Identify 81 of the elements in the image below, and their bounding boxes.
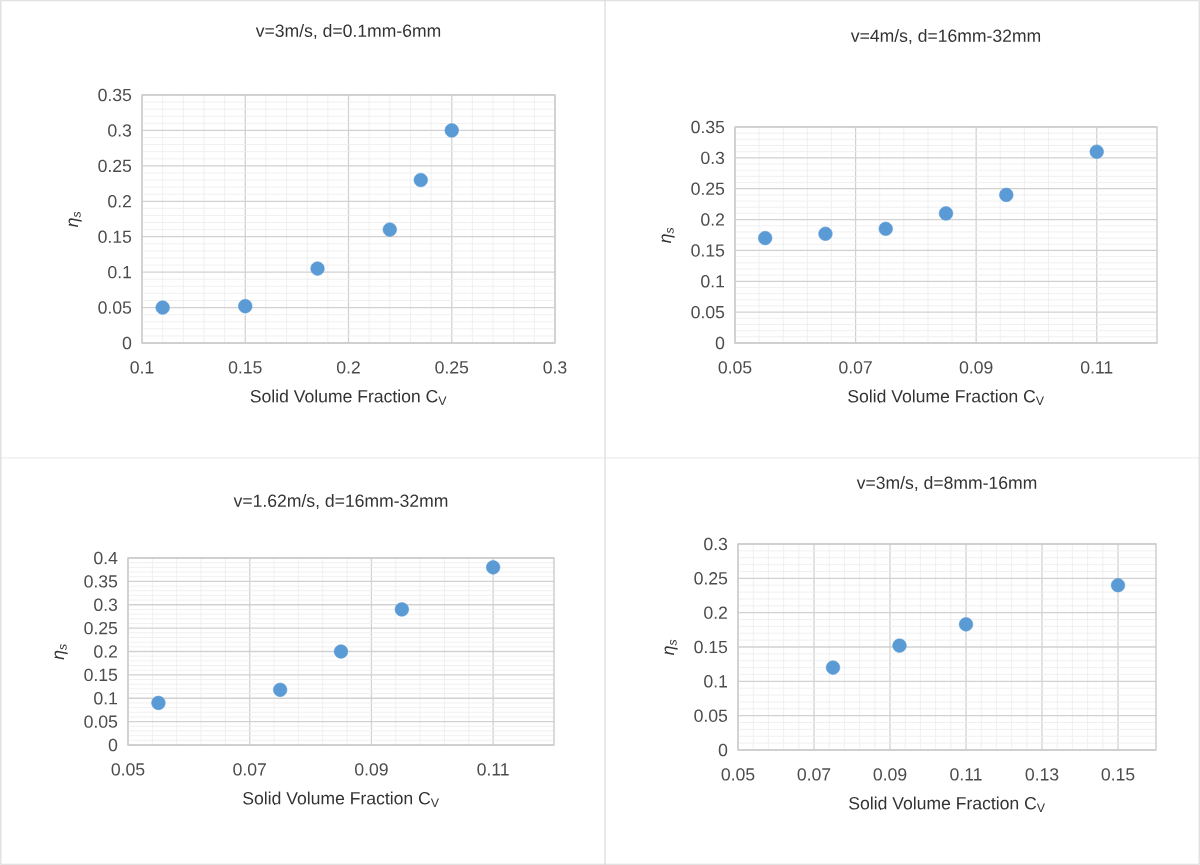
y-tick-label: 0.25 (98, 159, 132, 173)
chart-title: v=1.62m/s, d=16mm-32mm (233, 494, 448, 510)
y-tick-label: 0 (108, 738, 118, 752)
point (999, 187, 1014, 202)
x-tick-label: 0.07 (839, 361, 872, 374)
y-axis-title: η$_{s}$ (664, 639, 678, 656)
x-tick-label: 0.11 (950, 768, 982, 781)
y-tick-label: 0.1 (108, 265, 131, 279)
y-axis-title: η$_{s}$ (661, 227, 675, 244)
x-tick-label: 0.25 (435, 361, 469, 374)
y-tick-label: 0 (122, 336, 132, 350)
point (1110, 578, 1126, 593)
point (394, 602, 409, 617)
y-tick-label: 0.3 (704, 537, 728, 551)
point (151, 695, 166, 711)
point (1089, 144, 1104, 159)
y-tick-label: 0.35 (84, 575, 118, 588)
point (273, 682, 288, 697)
x-tick-label: 0.09 (355, 763, 388, 776)
y-tick-label: 0.05 (691, 305, 725, 319)
point (878, 221, 893, 236)
y-tick-label: 0.05 (694, 709, 728, 722)
y-tick-label: 0.3 (108, 124, 132, 137)
point (818, 226, 833, 241)
point (444, 123, 459, 138)
point (758, 231, 773, 246)
y-tick-label: 0.05 (98, 301, 132, 314)
y-tick-label: 0 (718, 743, 728, 757)
x-tick-label: 0.15 (228, 361, 262, 374)
y-axis-title: η$_{s}$ (54, 644, 68, 660)
point (310, 261, 325, 276)
point (382, 222, 397, 237)
y-tick-label: 0.25 (691, 182, 725, 195)
x-tick-label: 0.1 (130, 361, 154, 374)
point (825, 660, 841, 675)
y-tick-label: 0.15 (691, 244, 725, 257)
y-tick-label: 0.15 (98, 230, 132, 243)
point (238, 299, 253, 314)
x-tick-label: 0.09 (873, 768, 907, 781)
y-tick-label: 0.3 (701, 151, 725, 165)
y-tick-label: 0 (715, 336, 725, 350)
point (958, 617, 974, 632)
y-tick-label: 0.35 (691, 120, 725, 134)
y-tick-label: 0.2 (94, 645, 117, 658)
y-tick-label: 0.2 (701, 213, 724, 226)
y-tick-label: 0.1 (94, 692, 117, 705)
x-axis-title: Solid Volume Fraction C$_{V}$ (849, 796, 1045, 812)
y-tick-label: 0.35 (98, 88, 132, 102)
y-tick-label: 0.25 (694, 572, 728, 585)
point (413, 172, 428, 188)
y-tick-label: 0.15 (84, 668, 118, 682)
chart-title: v=4m/s, d=16mm-32mm (850, 29, 1041, 45)
point (486, 560, 501, 575)
point (155, 300, 170, 315)
x-tick-label: 0.11 (477, 763, 509, 776)
y-tick-label: 0.1 (704, 675, 728, 688)
x-tick-label: 0.15 (1101, 768, 1135, 781)
chart-title: v=3m/s, d=8mm-16mm (856, 476, 1037, 492)
y-tick-label: 0.15 (694, 640, 728, 654)
x-tick-label: 0.07 (233, 763, 266, 776)
x-tick-label: 0.3 (543, 361, 567, 374)
y-tick-label: 0.25 (84, 621, 118, 635)
x-tick-label: 0.07 (797, 768, 831, 781)
point (938, 206, 954, 221)
y-tick-label: 0.05 (84, 715, 118, 728)
x-tick-label: 0.11 (1080, 361, 1113, 374)
y-tick-label: 0.2 (108, 195, 131, 208)
x-axis-title: Solid Volume Fraction C$_{V}$ (250, 389, 447, 405)
y-tick-label: 0.3 (94, 598, 118, 611)
y-tick-label: 0.4 (94, 551, 118, 565)
y-tick-label: 0.2 (704, 606, 727, 619)
x-tick-label: 0.2 (336, 361, 360, 374)
chart-title: v=3m/s, d=0.1mm-6mm (255, 24, 441, 40)
point (333, 644, 349, 659)
x-tick-label: 0.13 (1025, 768, 1059, 781)
x-tick-label: 0.09 (959, 361, 993, 374)
point (892, 638, 907, 653)
x-axis-title: Solid Volume Fraction C$_{V}$ (848, 389, 1044, 405)
y-tick-label: 0.1 (701, 275, 725, 288)
x-axis-title: Solid Volume Fraction C$_{V}$ (243, 791, 439, 807)
y-axis-title: η$_{s}$ (68, 211, 82, 228)
